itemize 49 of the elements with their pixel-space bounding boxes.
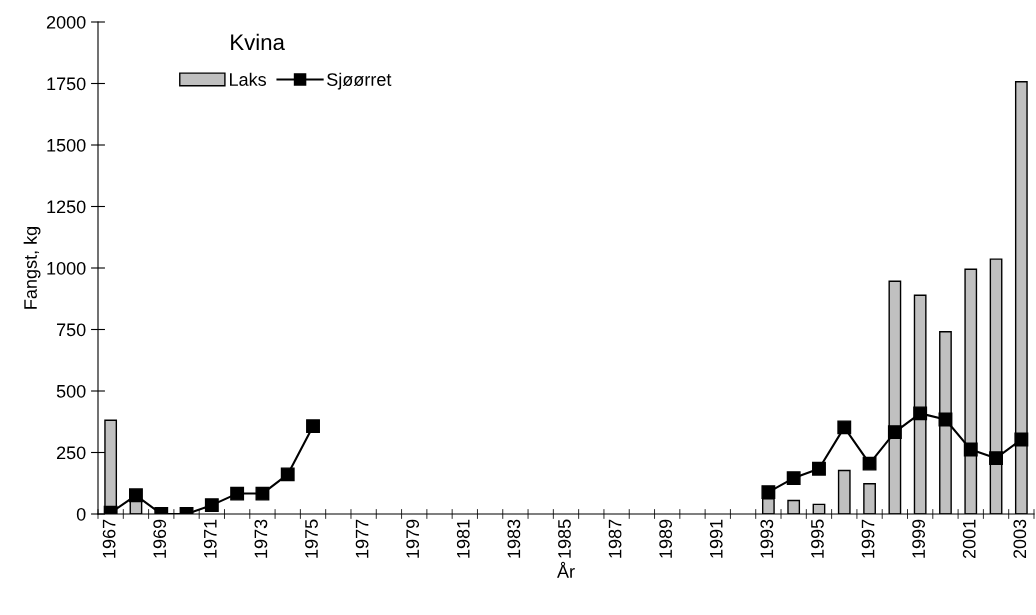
x-axis-title: År bbox=[557, 561, 575, 578]
point bbox=[761, 485, 776, 500]
point bbox=[913, 406, 928, 421]
x-tick-label: 1993 bbox=[760, 519, 774, 558]
y-tick-label: 250 bbox=[56, 446, 86, 460]
x-tick-label: 1975 bbox=[305, 519, 318, 558]
y-tick-label: 1750 bbox=[47, 77, 86, 91]
point bbox=[963, 442, 978, 457]
point bbox=[989, 451, 1003, 466]
point bbox=[306, 419, 320, 434]
x-tick-label: 1995 bbox=[811, 519, 824, 558]
point bbox=[837, 420, 852, 435]
y-tick-label: 500 bbox=[56, 384, 86, 398]
x-tick-label: 1987 bbox=[608, 519, 622, 558]
chart-title: Kvina bbox=[231, 33, 285, 51]
x-tick-label: 1983 bbox=[507, 519, 521, 558]
point bbox=[230, 486, 245, 501]
point bbox=[887, 425, 902, 440]
legend-label: Laks bbox=[230, 72, 267, 86]
x-tick-label: 1991 bbox=[709, 519, 723, 558]
point bbox=[786, 471, 801, 486]
y-tick-label: 0 bbox=[76, 507, 86, 521]
x-tick-label: 1969 bbox=[153, 519, 167, 558]
y-tick-label: 2000 bbox=[46, 15, 86, 29]
x-tick-label: 1981 bbox=[456, 519, 470, 558]
x-tick-label: 2001 bbox=[962, 519, 976, 559]
legend-label: Sjøørret bbox=[327, 72, 392, 90]
point bbox=[129, 488, 143, 503]
x-tick-label: 1967 bbox=[102, 519, 116, 558]
y-tick-label: 1500 bbox=[47, 138, 86, 152]
y-axis-title: Fangst, kg bbox=[23, 227, 41, 309]
point bbox=[204, 498, 219, 513]
x-tick-label: 1985 bbox=[558, 519, 571, 558]
x-tick-label: 2003 bbox=[1013, 519, 1027, 559]
x-tick-label: 1979 bbox=[406, 519, 420, 558]
x-tick-label: 1999 bbox=[912, 519, 926, 558]
x-tick-label: 1973 bbox=[254, 519, 268, 558]
y-tick-label: 750 bbox=[57, 323, 86, 337]
point bbox=[280, 467, 295, 482]
x-tick-label: 1971 bbox=[203, 519, 217, 558]
y-tick-label: 1250 bbox=[47, 200, 86, 214]
x-tick-label: 1997 bbox=[861, 519, 875, 558]
point bbox=[812, 461, 826, 476]
point bbox=[255, 486, 270, 501]
point bbox=[1014, 432, 1029, 447]
y-tick-label: 1000 bbox=[47, 261, 86, 275]
x-tick-label: 1989 bbox=[659, 519, 673, 558]
x-tick-label: 1977 bbox=[355, 519, 369, 558]
point bbox=[862, 456, 877, 471]
